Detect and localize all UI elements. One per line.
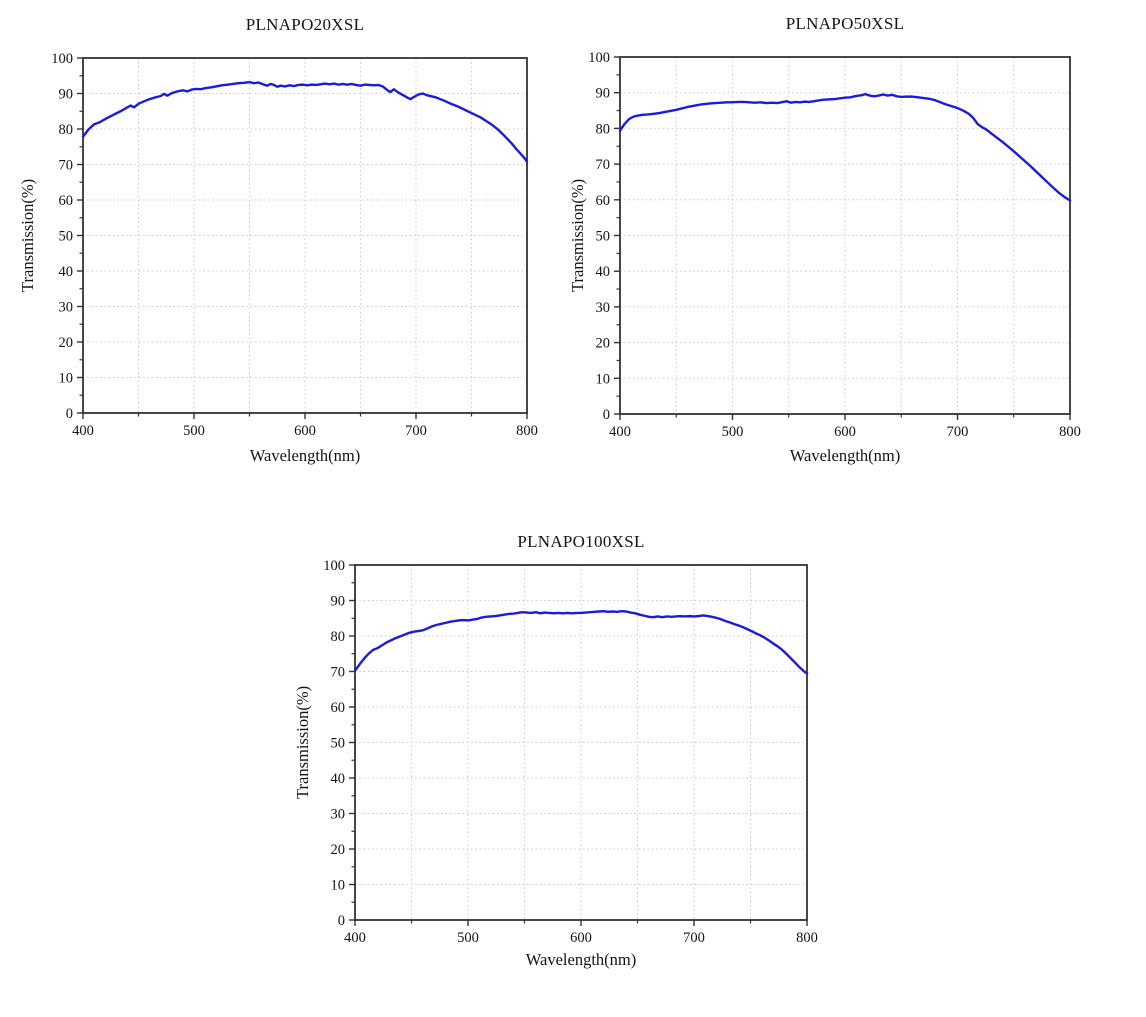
y-tick-label: 70 — [331, 665, 346, 681]
y-tick-label: 40 — [59, 264, 74, 280]
y-tick-label: 0 — [66, 406, 73, 422]
chart-plnapo100xsl: PLNAPO100XSL Transmission(%) 400 500 600 70… — [272, 505, 852, 990]
y-tick-label: 70 — [596, 157, 611, 173]
y-tick-label: 80 — [596, 121, 611, 137]
y-tick-label: 20 — [59, 335, 74, 351]
y-tick-label: 0 — [603, 407, 610, 423]
y-tick-label: 70 — [59, 158, 74, 174]
y-tick-label: 50 — [331, 736, 346, 752]
x-tick-label: 400 — [609, 424, 631, 440]
chart-title: PLNAPO20XSL — [245, 15, 365, 34]
y-tick-label: 10 — [331, 878, 346, 894]
x-tick-label: 600 — [834, 424, 856, 440]
plot-area: 400 500 600 700 800 0 10 20 30 40 50 60 70 80 90 100 — [588, 50, 1081, 440]
y-tick-label: 30 — [596, 300, 611, 316]
y-tick-label: 50 — [59, 229, 74, 245]
transmission-curve — [353, 609, 809, 675]
y-tick-label: 100 — [323, 558, 345, 574]
x-tick-label: 400 — [72, 423, 94, 439]
y-tick-label: 40 — [331, 771, 346, 787]
y-tick-label: 100 — [588, 50, 610, 66]
x-tick-label: 800 — [516, 423, 538, 439]
x-tick-label: 500 — [457, 930, 479, 946]
x-tick-label: 400 — [344, 930, 366, 946]
x-tick-label: 600 — [294, 423, 316, 439]
x-axis-label: Wavelength(nm) — [525, 950, 637, 969]
x-axis-label: Wavelength(nm) — [789, 446, 901, 465]
x-tick-label: 800 — [796, 930, 818, 946]
x-tick-label: 500 — [722, 424, 744, 440]
y-tick-label: 10 — [596, 371, 611, 387]
y-tick-label: 90 — [331, 594, 346, 610]
x-tick-label: 600 — [570, 930, 592, 946]
x-tick-label: 700 — [405, 423, 427, 439]
chart-title: PLNAPO100XSL — [517, 532, 645, 551]
y-tick-label: 20 — [596, 336, 611, 352]
y-tick-label: 0 — [338, 913, 345, 929]
chart-plnapo20xsl: PLNAPO20XSL Transmission(%) 400 500 600 700… — [0, 0, 570, 485]
y-tick-label: 30 — [331, 807, 346, 823]
plot-area: 400 500 600 700 800 0 10 20 30 40 50 60 70 80 90 100 — [51, 51, 538, 439]
y-tick-label: 30 — [59, 300, 74, 316]
y-tick-label: 100 — [51, 51, 73, 67]
y-tick-label: 50 — [596, 229, 611, 245]
x-tick-label: 700 — [947, 424, 969, 440]
y-tick-label: 90 — [59, 87, 74, 103]
x-tick-label: 800 — [1059, 424, 1081, 440]
x-tick-label: 500 — [183, 423, 205, 439]
transmission-curve — [81, 80, 529, 163]
chart-plnapo50xsl: PLNAPO50XSL Transmission(%) 400 500 600 700… — [555, 0, 1146, 485]
y-tick-label: 60 — [331, 700, 346, 716]
chart-title: PLNAPO50XSL — [785, 14, 905, 33]
x-axis-label: Wavelength(nm) — [249, 446, 361, 465]
y-tick-label: 60 — [59, 193, 74, 209]
y-tick-label: 90 — [596, 86, 611, 102]
y-tick-label: 80 — [59, 122, 74, 138]
plot-area: 400 500 600 700 800 0 10 20 30 40 50 60 70 80 90 100 — [323, 558, 818, 946]
y-tick-label: 10 — [59, 371, 74, 387]
y-tick-label: 60 — [596, 193, 611, 209]
y-tick-label: 40 — [596, 264, 611, 280]
transmission-curve — [618, 92, 1072, 202]
y-tick-label: 20 — [331, 842, 346, 858]
x-tick-label: 700 — [683, 930, 705, 946]
y-tick-label: 80 — [331, 629, 346, 645]
